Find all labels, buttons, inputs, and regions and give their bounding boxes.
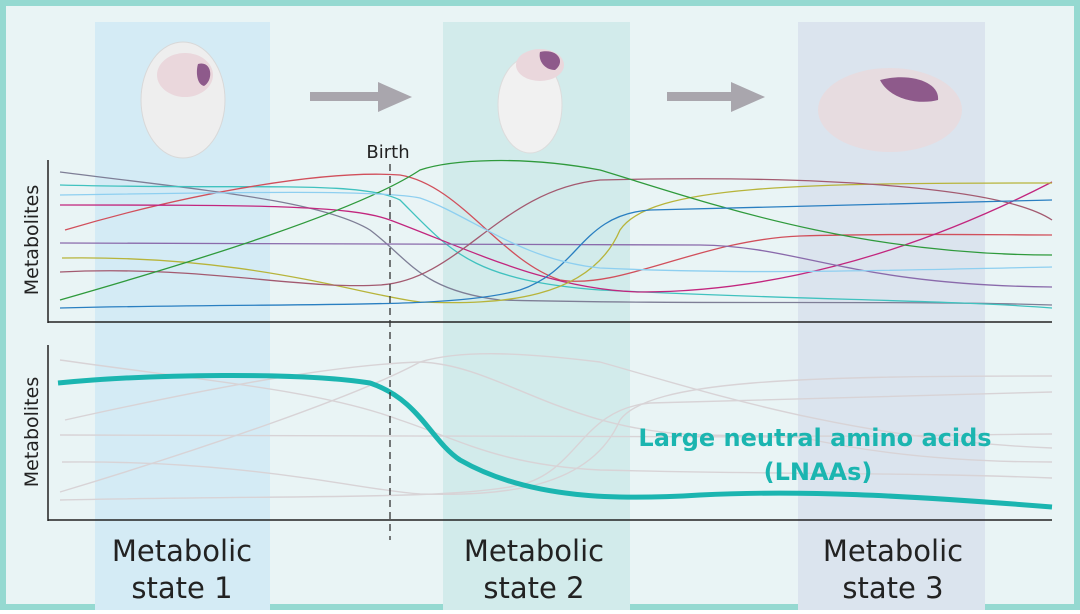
state-label: Metabolic <box>464 534 604 568</box>
state-label: state 3 <box>842 571 943 605</box>
embryo-illustration <box>140 41 226 159</box>
arrow <box>310 82 765 112</box>
state-label: Metabolic <box>823 534 963 568</box>
highlight-label: (LNAAs) <box>764 458 873 486</box>
state-label: state 2 <box>483 571 584 605</box>
metabolite-curves <box>59 159 1053 309</box>
axis-label: Metabolites <box>21 377 43 487</box>
adult-brain-illustration <box>818 68 962 152</box>
state-label: state 1 <box>131 571 232 605</box>
birth-label: Birth <box>366 142 409 163</box>
axis-label: Metabolites <box>21 185 43 295</box>
pup-illustration <box>497 49 564 154</box>
background-curves <box>59 353 1053 501</box>
state-label: Metabolic <box>112 534 252 568</box>
highlight-label: Large neutral amino acids <box>638 424 991 452</box>
lnaa-curve <box>57 373 1053 510</box>
